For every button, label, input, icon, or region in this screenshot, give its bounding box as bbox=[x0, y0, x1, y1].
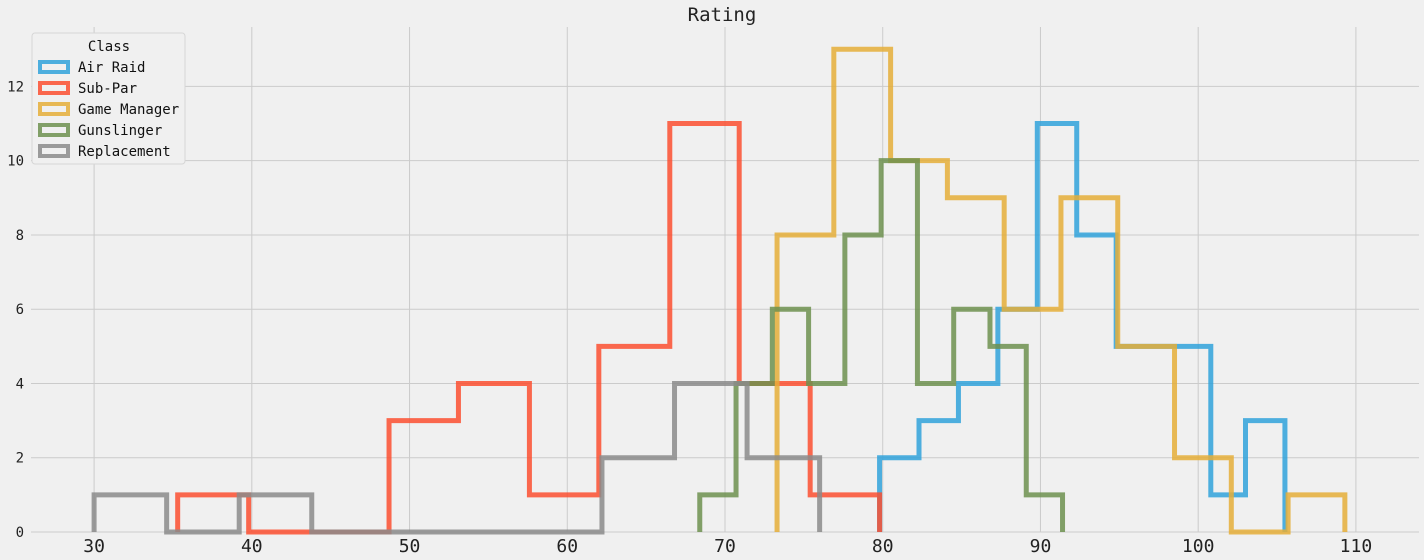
y-tick-label: 10 bbox=[7, 154, 24, 170]
chart-title: Rating bbox=[688, 4, 757, 26]
histogram-step-air-raid bbox=[877, 121, 1288, 532]
x-axis-ticks: 30 40 50 60 70 80 90 100 110 bbox=[83, 536, 1372, 557]
legend-label: Gunslinger bbox=[78, 123, 162, 139]
x-tick-label: 30 bbox=[83, 536, 105, 557]
legend-label: Sub-Par bbox=[78, 81, 137, 97]
y-tick-label: 6 bbox=[16, 302, 24, 318]
histogram-step-gunslinger bbox=[697, 158, 1066, 532]
histogram-step-game-manager bbox=[774, 46, 1348, 535]
x-tick-label: 50 bbox=[399, 536, 421, 557]
legend-swatch bbox=[38, 102, 70, 116]
y-tick-label: 2 bbox=[16, 451, 24, 467]
y-tick-label: 0 bbox=[16, 525, 24, 541]
legend-swatch bbox=[38, 144, 70, 158]
x-tick-label: 40 bbox=[241, 536, 263, 557]
y-tick-label: 8 bbox=[16, 228, 24, 244]
x-tick-label: 110 bbox=[1340, 536, 1373, 557]
y-tick-label: 12 bbox=[7, 79, 24, 95]
y-tick-label: 4 bbox=[16, 376, 24, 392]
x-tick-label: 80 bbox=[872, 536, 894, 557]
y-axis-ticks: 0 2 4 6 8 10 12 bbox=[7, 79, 24, 541]
legend-label: Air Raid bbox=[78, 60, 145, 76]
legend-label: Game Manager bbox=[78, 102, 179, 118]
x-tick-label: 100 bbox=[1182, 536, 1215, 557]
x-tick-label: 60 bbox=[556, 536, 578, 557]
legend-swatch bbox=[38, 60, 70, 74]
legend-title: Class bbox=[88, 39, 130, 55]
histogram-step-replacement bbox=[91, 380, 823, 535]
x-tick-label: 70 bbox=[714, 536, 736, 557]
histogram-series bbox=[91, 46, 1348, 535]
legend: Class Air Raid Sub-Par Game Manager Gunsling… bbox=[31, 32, 186, 165]
legend-swatch bbox=[38, 123, 70, 137]
x-tick-label: 90 bbox=[1030, 536, 1052, 557]
histogram-step-sub-par bbox=[175, 121, 883, 535]
legend-box bbox=[31, 32, 186, 165]
legend-label: Replacement bbox=[78, 144, 171, 160]
legend-swatch bbox=[38, 81, 70, 95]
